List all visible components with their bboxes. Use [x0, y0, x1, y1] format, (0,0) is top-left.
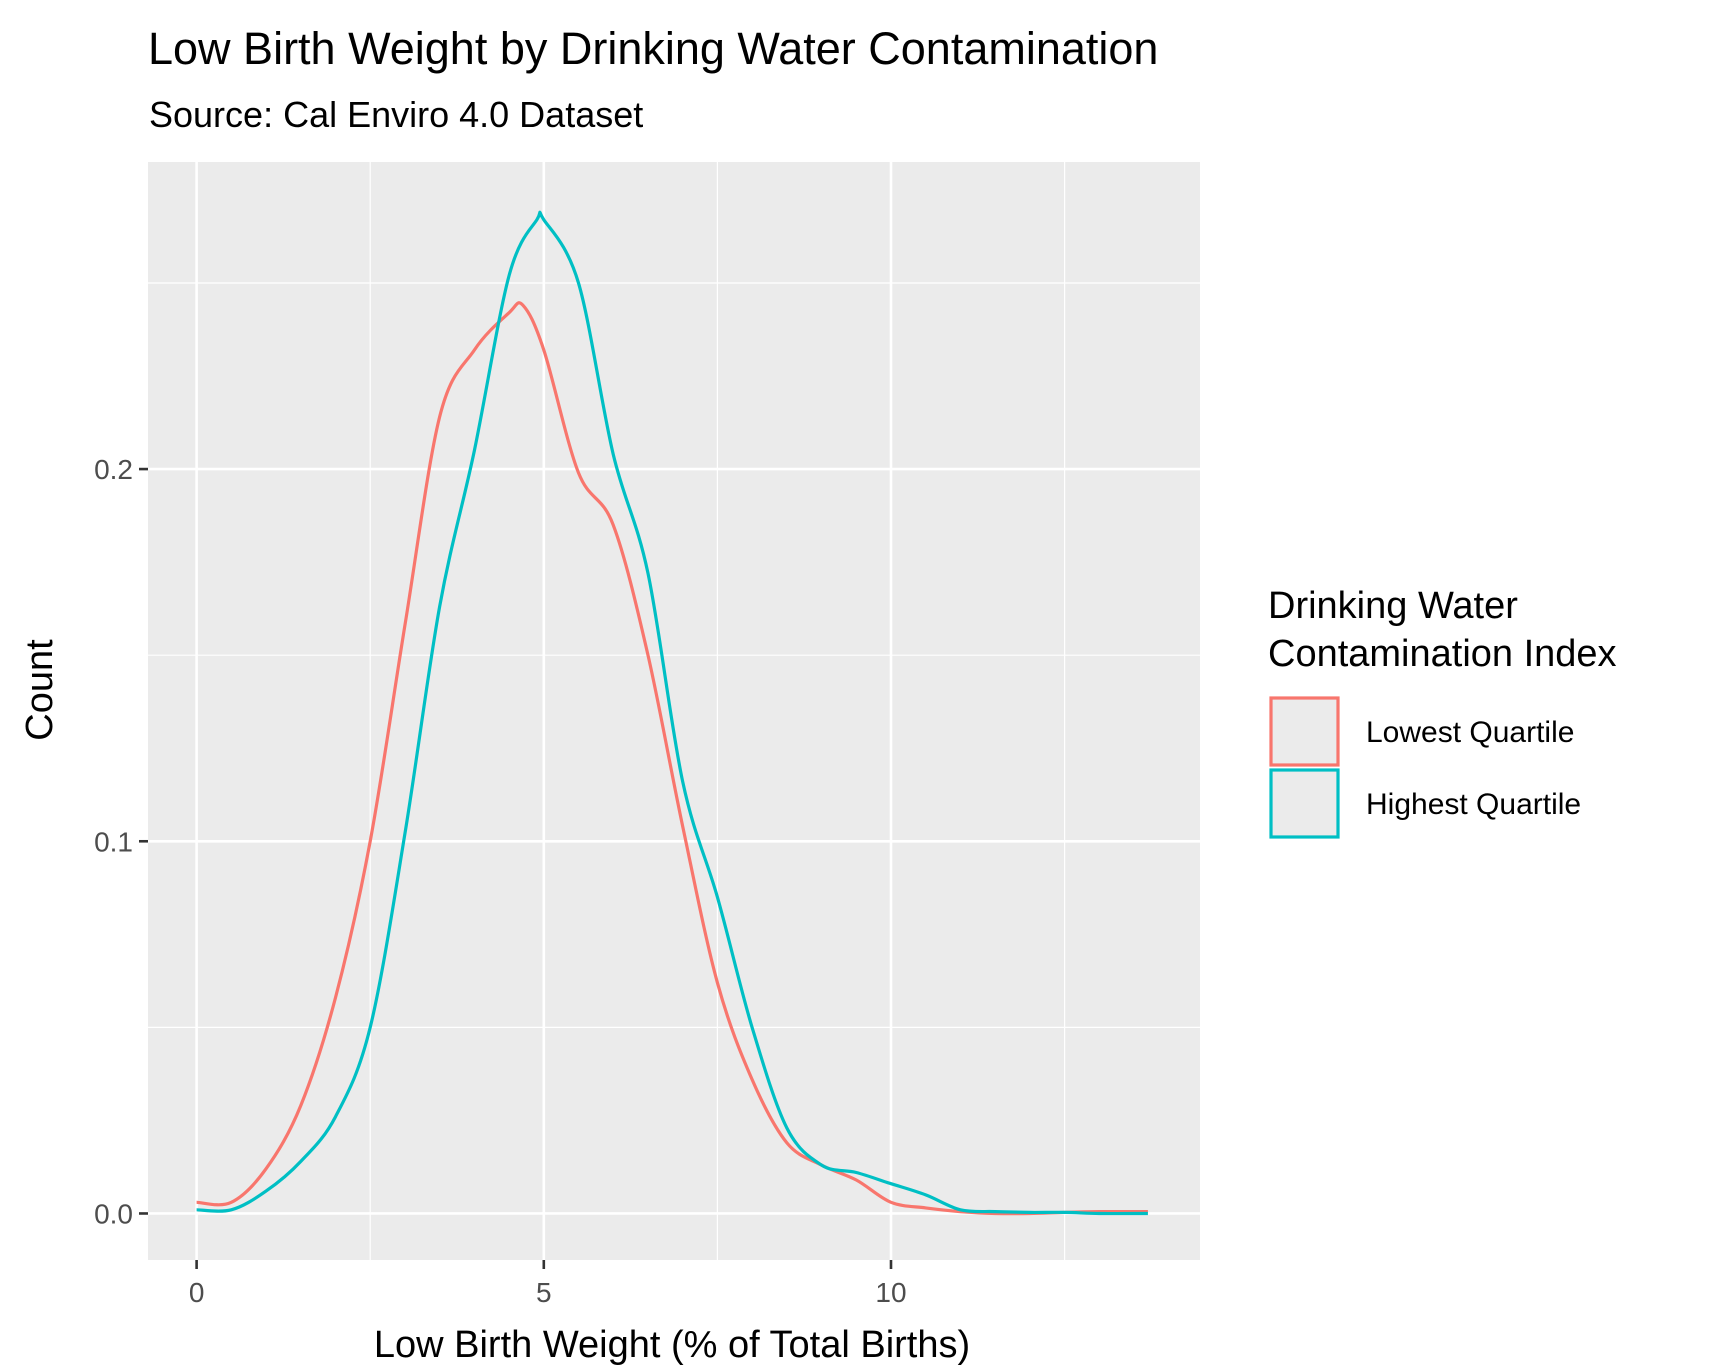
- x-tick-label: 0: [189, 1277, 205, 1308]
- legend-key-swatch: [1269, 768, 1340, 839]
- chart-title: Low Birth Weight by Drinking Water Conta…: [148, 23, 1158, 74]
- legend-keys: Lowest Quartile Highest Quartile: [1269, 696, 1581, 839]
- x-tick-label: 5: [536, 1277, 552, 1308]
- x-axis-title: Low Birth Weight (% of Total Births): [374, 1324, 970, 1366]
- x-tick-label: 10: [875, 1277, 906, 1308]
- series-line-lowest-quartile: [196, 301, 1148, 1216]
- density-curves: [196, 210, 1148, 1216]
- y-tick-label: 0.0: [94, 1198, 133, 1229]
- x-axis: 0 5 10: [189, 1260, 907, 1308]
- minor-gridlines: [148, 162, 1200, 1260]
- legend-title-line-1: Drinking Water: [1268, 585, 1518, 627]
- legend-key-label: Lowest Quartile: [1366, 716, 1574, 749]
- plot-panel: [148, 162, 1200, 1260]
- y-axis: 0.0 0.1 0.2: [94, 454, 148, 1229]
- y-tick-label: 0.2: [94, 454, 133, 485]
- legend-title-line-2: Contamination Index: [1268, 633, 1617, 675]
- chart-subtitle: Source: Cal Enviro 4.0 Dataset: [149, 94, 643, 135]
- y-axis-title: Count: [19, 639, 61, 741]
- legend-key-swatch: [1269, 696, 1340, 767]
- series-line-highest-quartile: [196, 210, 1148, 1216]
- y-tick-label: 0.1: [94, 826, 133, 857]
- legend-key-label: Highest Quartile: [1366, 788, 1581, 821]
- legend: Drinking Water Contamination Index Lowes…: [1268, 585, 1617, 839]
